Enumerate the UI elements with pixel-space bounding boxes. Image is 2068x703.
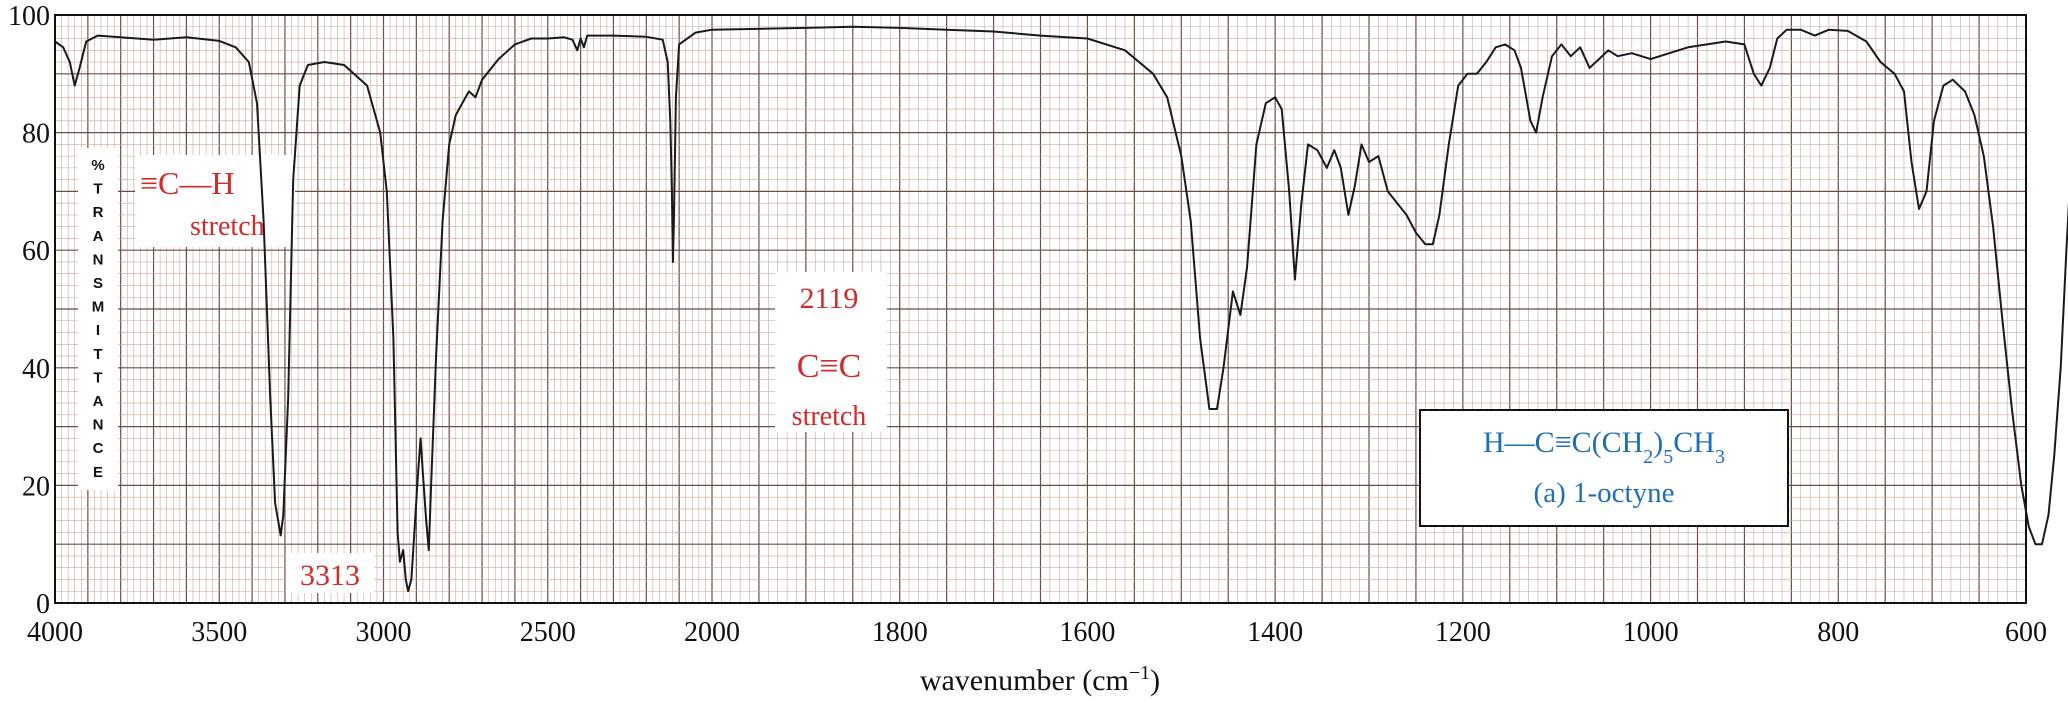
y-label-letter: S [93, 275, 103, 292]
x-tick-label: 1000 [1623, 617, 1679, 648]
y-label-letter: C [93, 440, 104, 457]
ch-bond-label: ≡C—H [140, 165, 235, 201]
y-tick-label: 80 [22, 119, 50, 150]
y-tick-label: 0 [36, 589, 50, 620]
annotation-ch-peak: 3313 [286, 553, 374, 593]
y-label-letter: R [93, 204, 104, 221]
x-tick-label: 1800 [872, 617, 928, 648]
x-tick-label: 3500 [191, 617, 247, 648]
y-label-letter: % [91, 157, 104, 174]
y-label-backdrop [78, 148, 118, 490]
x-tick-label: 1400 [1247, 617, 1303, 648]
x-tick-label: 1600 [1059, 617, 1115, 648]
x-tick-label: 4000 [27, 617, 83, 648]
annotation-cc: 2119 C≡C stretch [775, 272, 887, 432]
cc-peak-label: 2119 [800, 282, 859, 315]
annotation-ch: ≡C—H stretch [135, 155, 295, 247]
x-axis-title: wavenumber (cm−1) [920, 662, 1160, 697]
y-label-letter: A [93, 393, 104, 410]
x-tick-label: 600 [2005, 617, 2047, 648]
compound-box: H—C≡C(CH2)5CH3 (a) 1-octyne [1420, 410, 1788, 526]
y-label-letter: N [93, 417, 104, 434]
y-label-letter: M [92, 299, 105, 316]
y-tick-label: 40 [22, 354, 50, 385]
y-tick-label: 60 [22, 236, 50, 267]
x-tick-label: 800 [1817, 617, 1859, 648]
cc-bond-label: C≡C [797, 348, 862, 385]
x-tick-label: 3000 [356, 617, 412, 648]
x-axis-ticks: 4000 3500 3000 2500 2000 1800 1600 1400 1200 1000… [27, 617, 2047, 648]
y-label-letter: T [93, 346, 102, 363]
x-tick-label: 1200 [1435, 617, 1491, 648]
y-tick-label: 100 [8, 1, 50, 32]
y-tick-label: 20 [22, 471, 50, 502]
ch-stretch-label: stretch [190, 211, 265, 242]
x-tick-label: 2500 [520, 617, 576, 648]
x-tick-label: 2000 [684, 617, 740, 648]
y-label-letter: N [93, 251, 104, 268]
compound-name: (a) 1-octyne [1534, 477, 1675, 509]
y-label-letter: T [93, 369, 102, 386]
cc-stretch-label: stretch [792, 401, 867, 432]
ch-peak-label: 3313 [300, 559, 360, 592]
y-label-letter: I [96, 322, 100, 339]
y-label-letter: A [93, 228, 104, 245]
y-axis-ticks: 0 20 40 60 80 100 [8, 1, 50, 620]
y-label-letter: E [93, 464, 103, 481]
y-label-letter: T [93, 181, 102, 198]
